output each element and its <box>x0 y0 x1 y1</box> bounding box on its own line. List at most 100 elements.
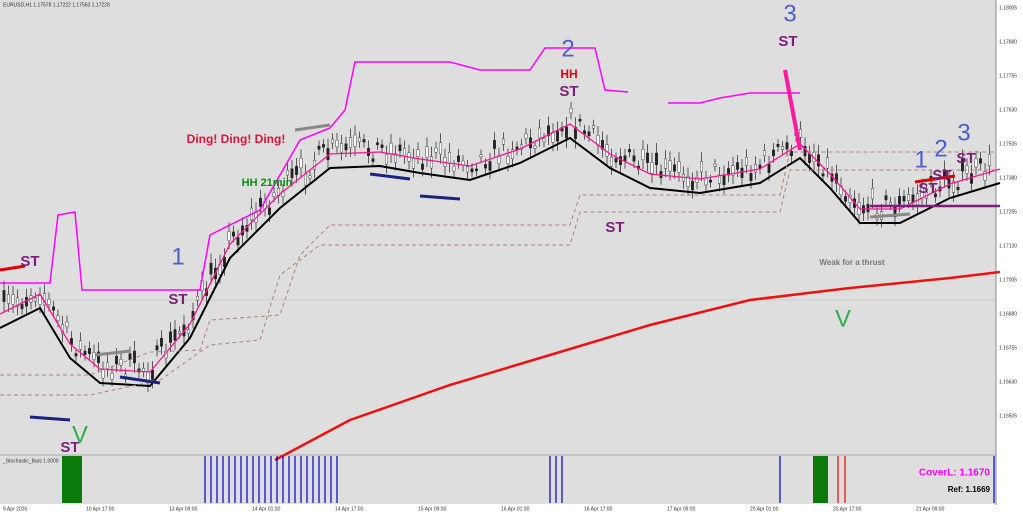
weak-label: Weak for a thrust <box>819 258 885 267</box>
candle-body <box>704 178 708 186</box>
v-label: V <box>835 305 851 332</box>
candle-body <box>614 158 618 163</box>
indicator-panel <box>0 456 996 504</box>
candle-body <box>722 174 726 186</box>
candle-body <box>403 148 406 157</box>
price-tick-label: 1.17630 <box>999 107 1017 113</box>
candle-body <box>448 152 451 164</box>
candle-body <box>236 237 240 246</box>
candle-body <box>934 193 937 198</box>
candle-body <box>52 306 55 311</box>
candle-body <box>488 161 492 171</box>
candle-body <box>970 173 973 184</box>
st-label: ST <box>932 167 951 184</box>
candle-body <box>475 168 478 172</box>
candle-body <box>353 134 357 147</box>
candle-body <box>290 168 294 179</box>
candle-body <box>484 164 487 169</box>
moving-average-200 <box>274 270 1001 462</box>
wave-label: 1 <box>171 243 184 270</box>
stoch-block <box>62 456 82 503</box>
time-tick-label: 14 Apr 01:00 <box>252 506 281 512</box>
candle-body <box>569 108 573 114</box>
candle-body <box>79 340 82 350</box>
candle-body <box>313 160 316 170</box>
time-tick-label: 13 Apr 09:00 <box>169 506 198 512</box>
cover-label: CoverL: 1.1670 <box>919 468 991 479</box>
candle-body <box>380 144 384 148</box>
st-label: ST <box>20 253 39 270</box>
wave-label: 1 <box>914 146 927 173</box>
candle-body <box>898 196 901 205</box>
level-line <box>94 349 131 357</box>
candle-body <box>416 149 420 157</box>
price-tick-label: 1.17755 <box>999 73 1017 79</box>
hh-label: HH <box>560 67 577 81</box>
price-tick-label: 1.17255 <box>999 209 1017 215</box>
candle-body <box>317 145 321 150</box>
candle-body <box>227 231 231 241</box>
time-tick-label: 15 Apr 09:00 <box>418 506 447 512</box>
candle-body <box>745 157 748 166</box>
candle-body <box>137 368 141 373</box>
price-tick-label: 1.17130 <box>999 243 1017 249</box>
trend-mark <box>914 174 956 184</box>
candle-body <box>308 175 312 179</box>
candle-body <box>988 154 991 166</box>
candle-body <box>871 188 874 200</box>
candle-body <box>776 144 780 147</box>
candle-body <box>371 158 375 162</box>
candle-body <box>335 140 339 148</box>
candle-body <box>457 155 460 162</box>
candle-body <box>272 192 276 197</box>
candle-body <box>952 180 955 193</box>
time-tick-label: 9 Apr 2026 <box>3 506 27 512</box>
candle-body <box>844 196 847 202</box>
candle-body <box>38 295 42 305</box>
candle-body <box>866 204 870 213</box>
candle-body <box>502 138 505 145</box>
candle-body <box>115 355 118 365</box>
candle-body <box>466 166 469 173</box>
candle-body <box>479 154 483 158</box>
candle-body <box>97 351 100 364</box>
candle-body <box>911 194 915 203</box>
candle-body <box>74 353 78 357</box>
candle-body <box>673 164 676 172</box>
candle-body <box>583 130 586 135</box>
candle-body <box>511 149 514 159</box>
candle-body <box>961 159 964 172</box>
candle-body <box>349 137 352 148</box>
candle-body <box>641 149 645 160</box>
candle-body <box>7 293 10 304</box>
candle-body <box>133 350 136 364</box>
candle-body <box>749 172 753 182</box>
level-line <box>869 212 911 219</box>
candle-body <box>493 140 496 149</box>
candle-body <box>196 296 199 301</box>
candle-body <box>151 369 154 380</box>
candle-body <box>668 160 672 172</box>
candle-body <box>11 294 15 305</box>
st-label: ST <box>605 219 624 236</box>
candle-body <box>430 156 433 169</box>
candle-body <box>610 157 613 167</box>
price-tick-label: 1.16755 <box>999 345 1017 351</box>
st-label: ST <box>918 180 937 197</box>
price-tick-label: 1.16630 <box>999 379 1017 385</box>
candle-body <box>169 331 172 343</box>
wave-label: 3 <box>957 119 970 146</box>
candle-body <box>385 154 388 165</box>
candle-body <box>119 359 123 366</box>
candle-body <box>578 118 582 122</box>
candle-body <box>20 304 24 310</box>
time-tick-label: 17 Apr 09:00 <box>667 506 696 512</box>
candle-body <box>470 168 474 173</box>
candle-body <box>979 158 982 164</box>
candle-body <box>592 125 595 129</box>
st-label: ST <box>778 33 797 50</box>
candle-body <box>304 173 307 186</box>
spike-mark <box>783 69 802 151</box>
candle-body <box>439 142 442 155</box>
wave-label: 2 <box>934 135 947 162</box>
